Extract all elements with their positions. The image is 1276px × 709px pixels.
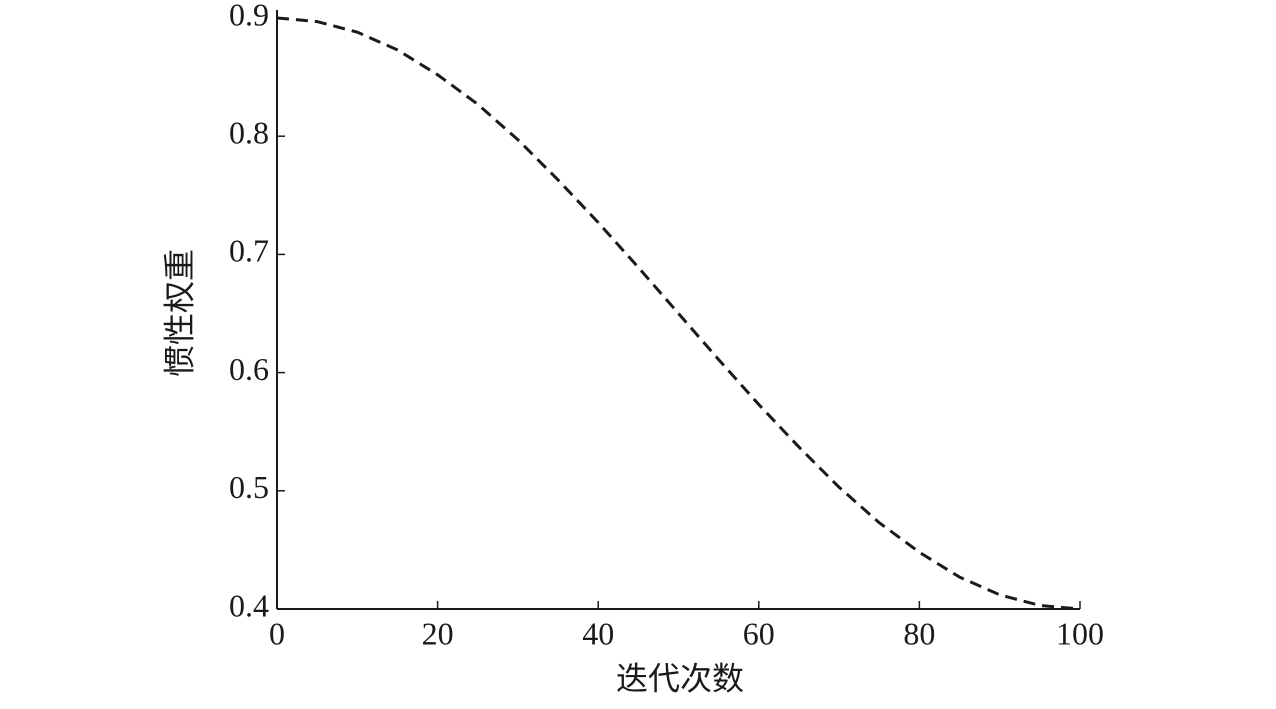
x-tick-label: 80 (903, 615, 935, 651)
x-tick-label: 60 (743, 615, 775, 651)
y-axis-label: 惯性权重 (161, 249, 197, 377)
x-tick-label: 0 (269, 615, 285, 651)
y-tick-label: 0.6 (229, 351, 269, 387)
y-tick-label: 0.9 (229, 0, 269, 32)
x-tick-label: 40 (582, 615, 614, 651)
x-tick-label: 100 (1056, 615, 1104, 651)
y-tick-label: 0.4 (229, 587, 269, 623)
data-line (276, 16, 1081, 611)
x-tick-label: 20 (422, 615, 454, 651)
y-tick-label: 0.5 (229, 469, 269, 505)
x-axis-label: 迭代次数 (616, 660, 744, 696)
y-tick-label: 0.8 (229, 115, 269, 151)
y-tick-label: 0.7 (229, 233, 269, 269)
